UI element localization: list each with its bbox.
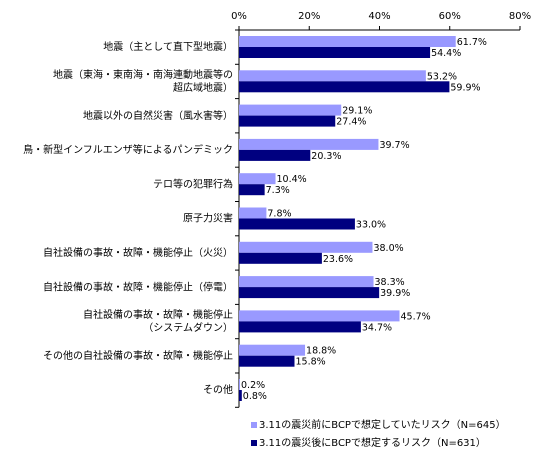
legend-entry: 3.11の震災後にBCPで想定するリスク（N=631） bbox=[259, 436, 486, 449]
legend-swatch bbox=[251, 422, 257, 428]
bar-series-1 bbox=[239, 310, 400, 322]
bar-series-1 bbox=[239, 241, 373, 253]
bar-series-2 bbox=[239, 287, 380, 299]
data-label: 27.4% bbox=[336, 117, 366, 128]
category-label: 地震（主として直下型地震） bbox=[103, 40, 233, 53]
data-label: 20.3% bbox=[311, 151, 341, 162]
bars bbox=[239, 36, 456, 401]
data-label: 0.2% bbox=[241, 380, 265, 391]
data-label: 45.7% bbox=[401, 311, 431, 322]
category-label: 自社設備の事故・故障・機能停止（停電） bbox=[43, 280, 233, 293]
category-label: 自社設備の事故・故障・機能停止 bbox=[83, 308, 233, 321]
data-label: 15.8% bbox=[295, 357, 325, 368]
x-tick-label: 60% bbox=[439, 11, 461, 22]
category-label: 自社設備の事故・故障・機能停止（火災） bbox=[43, 246, 233, 259]
x-tick-label: 40% bbox=[368, 11, 390, 22]
bar-series-2 bbox=[239, 252, 322, 264]
data-label: 29.1% bbox=[342, 106, 372, 117]
category-label: 鳥・新型インフルエンザ等によるパンデミック bbox=[23, 143, 233, 156]
data-label: 33.0% bbox=[356, 220, 386, 231]
category-label: 地震以外の自然災害（風水害等） bbox=[83, 109, 233, 122]
bar-series-2 bbox=[239, 149, 311, 161]
bar-series-2 bbox=[239, 115, 336, 127]
data-label: 34.7% bbox=[362, 322, 392, 333]
category-label: 原子力災害 bbox=[183, 212, 233, 225]
bar-series-2 bbox=[239, 390, 242, 401]
data-label: 7.3% bbox=[266, 185, 290, 196]
data-label: 53.2% bbox=[427, 71, 457, 82]
data-label: 39.9% bbox=[380, 288, 410, 299]
category-label: 超広域地震） bbox=[173, 81, 233, 94]
bar-series-2 bbox=[239, 81, 450, 93]
legend-swatch bbox=[251, 440, 257, 446]
x-axis-ticks: 0% 20% 40% 60% 80% bbox=[231, 11, 531, 30]
value-labels: 61.7% 53.2% 29.1% 39.7% 10.4% 7.8% 38.0% 38.3% 4… bbox=[241, 37, 487, 402]
category-label: （システムダウン） bbox=[143, 321, 233, 334]
bar-series-2 bbox=[239, 47, 431, 58]
bar-series-2 bbox=[239, 355, 295, 367]
bar-series-2 bbox=[239, 321, 361, 333]
bar-series-1 bbox=[239, 207, 267, 219]
data-label: 10.4% bbox=[277, 174, 307, 185]
data-label: 38.3% bbox=[375, 277, 405, 288]
data-label: 39.7% bbox=[379, 140, 409, 151]
bar-series-1 bbox=[239, 104, 342, 116]
data-label: 0.8% bbox=[243, 391, 267, 402]
bar-series-1 bbox=[239, 276, 374, 288]
x-tick-label: 20% bbox=[298, 11, 320, 22]
data-label: 7.8% bbox=[267, 209, 291, 220]
data-label: 54.4% bbox=[431, 48, 461, 59]
bar-series-1 bbox=[239, 70, 426, 82]
category-label: テロ等の犯罪行為 bbox=[153, 177, 233, 190]
legend: 3.11の震災前にBCPで想定していたリスク（N=645） 3.11の震災後にBC… bbox=[251, 418, 506, 449]
data-label: 23.6% bbox=[323, 254, 353, 265]
data-label: 59.9% bbox=[450, 82, 480, 93]
x-tick-label: 0% bbox=[231, 11, 247, 22]
data-label: 61.7% bbox=[457, 37, 487, 48]
bar-series-2 bbox=[239, 218, 355, 230]
x-tick-label: 80% bbox=[509, 11, 531, 22]
category-label: その他の自社設備の事故・故障・機能停止 bbox=[43, 349, 233, 362]
bar-series-1 bbox=[239, 173, 276, 185]
bar-series-1 bbox=[239, 379, 240, 390]
data-label: 18.8% bbox=[306, 346, 336, 357]
bar-series-2 bbox=[239, 184, 265, 196]
legend-entry: 3.11の震災前にBCPで想定していたリスク（N=645） bbox=[259, 418, 506, 431]
bar-series-1 bbox=[239, 138, 379, 150]
data-label: 38.0% bbox=[373, 243, 403, 254]
category-label: 地震（東海・東南海・南海連動地震等の bbox=[53, 68, 233, 81]
bar-series-1 bbox=[239, 36, 456, 47]
bar-series-1 bbox=[239, 344, 306, 356]
category-label: その他 bbox=[203, 383, 233, 396]
